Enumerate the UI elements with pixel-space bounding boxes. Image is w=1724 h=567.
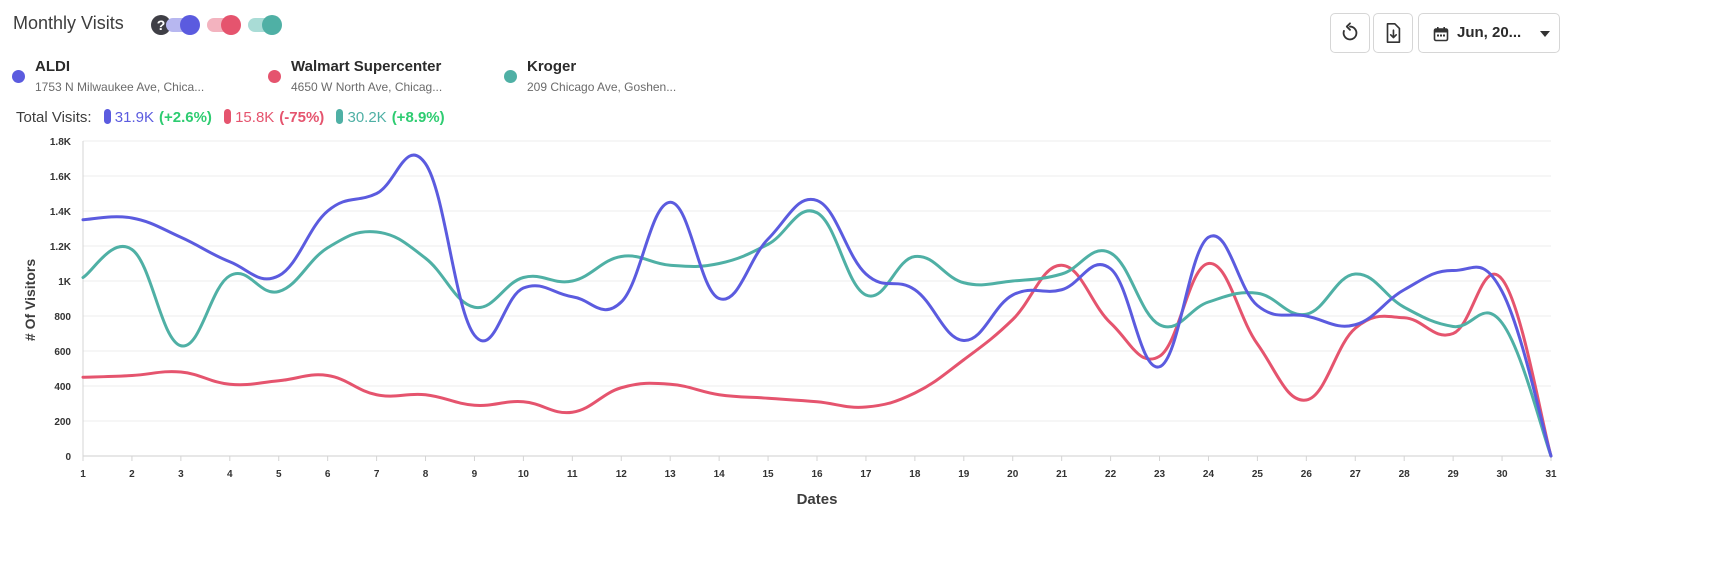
location-name: ALDI bbox=[35, 58, 70, 75]
y-tick-label: 200 bbox=[54, 417, 71, 428]
chart-title: Monthly Visits bbox=[13, 13, 124, 33]
download-button[interactable] bbox=[1373, 13, 1413, 53]
x-tick-label: 4 bbox=[227, 469, 233, 480]
total-value-walmart: 15.8K bbox=[235, 109, 275, 126]
caret-down-icon bbox=[1540, 31, 1550, 37]
x-tick-label: 18 bbox=[909, 469, 921, 480]
y-axis-ticks: 0 200 400 600 800 1K 1.2K 1.4K 1.6K 1.8K bbox=[50, 137, 72, 463]
x-axis-ticks: 1 2 3 4 5 6 7 8 9 10 11 12 13 14 15 16 17 18 19 20 21 22 23 24 2… bbox=[80, 456, 1557, 480]
x-tick-label: 28 bbox=[1399, 469, 1411, 480]
x-tick-label: 23 bbox=[1154, 469, 1166, 480]
toggle-knob bbox=[221, 15, 241, 35]
location-address: 209 Chicago Ave, Goshen... bbox=[527, 80, 677, 94]
y-tick-label: 1K bbox=[58, 277, 72, 288]
x-tick-label: 1 bbox=[80, 469, 86, 480]
x-tick-label: 19 bbox=[958, 469, 970, 480]
x-tick-label: 9 bbox=[472, 469, 478, 480]
y-tick-label: 1.6K bbox=[50, 172, 72, 183]
series-line-aldi bbox=[81, 153, 1553, 458]
y-tick-label: 1.8K bbox=[50, 137, 72, 148]
legend-dot bbox=[268, 70, 281, 83]
y-tick-label: 800 bbox=[54, 312, 71, 323]
refresh-icon bbox=[1342, 22, 1358, 41]
x-tick-label: 13 bbox=[665, 469, 677, 480]
calendar-icon bbox=[1433, 27, 1449, 42]
legend-dot bbox=[504, 70, 517, 83]
x-tick-label: 8 bbox=[423, 469, 429, 480]
x-tick-label: 29 bbox=[1448, 469, 1460, 480]
toggle-knob bbox=[180, 15, 200, 35]
toggle-walmart[interactable] bbox=[207, 15, 241, 35]
x-tick-label: 17 bbox=[860, 469, 872, 480]
x-tick-label: 27 bbox=[1350, 469, 1362, 480]
x-tick-label: 22 bbox=[1105, 469, 1117, 480]
x-tick-label: 7 bbox=[374, 469, 380, 480]
series-pill-walmart bbox=[224, 109, 232, 124]
toggle-kroger[interactable] bbox=[248, 15, 282, 35]
x-tick-label: 6 bbox=[325, 469, 331, 480]
x-tick-label: 31 bbox=[1545, 469, 1557, 480]
date-range-dropdown[interactable]: Jun, 20... bbox=[1418, 13, 1560, 53]
x-tick-label: 12 bbox=[616, 469, 628, 480]
y-tick-label: 0 bbox=[65, 452, 71, 463]
series-line-kroger bbox=[81, 209, 1553, 458]
toggle-aldi[interactable] bbox=[166, 15, 200, 35]
total-change-kroger: (+8.9%) bbox=[391, 109, 445, 126]
x-tick-label: 24 bbox=[1203, 469, 1215, 480]
total-value-kroger: 30.2K bbox=[347, 109, 387, 126]
question-circle-icon[interactable]: ? bbox=[151, 15, 171, 35]
toggle-knob bbox=[262, 15, 282, 35]
series-pill-aldi bbox=[103, 109, 111, 124]
date-range-label: Jun, 20... bbox=[1457, 24, 1522, 41]
y-tick-label: 400 bbox=[54, 382, 71, 393]
x-tick-label: 5 bbox=[276, 469, 282, 480]
x-tick-label: 25 bbox=[1252, 469, 1264, 480]
location-name: Walmart Supercenter bbox=[291, 58, 442, 75]
legend-dot bbox=[12, 70, 25, 83]
file-download-icon bbox=[1386, 23, 1401, 43]
y-tick-label: 600 bbox=[54, 347, 71, 358]
y-tick-label: 1.4K bbox=[50, 207, 72, 218]
x-tick-label: 21 bbox=[1056, 469, 1068, 480]
x-tick-label: 14 bbox=[714, 469, 726, 480]
series-lines bbox=[81, 153, 1553, 458]
y-axis-label: # Of Visitors bbox=[22, 259, 38, 341]
x-tick-label: 16 bbox=[811, 469, 823, 480]
total-change-aldi: (+2.6%) bbox=[158, 109, 212, 126]
total-visits: Total Visits: 31.9K (+2.6%) 15.8K (-75%) 3… bbox=[16, 109, 445, 126]
x-tick-label: 3 bbox=[178, 469, 184, 480]
total-visits-label: Total Visits: bbox=[16, 109, 92, 126]
x-tick-label: 10 bbox=[518, 469, 530, 480]
x-tick-label: 26 bbox=[1301, 469, 1313, 480]
series-pill-kroger bbox=[336, 109, 344, 124]
x-axis-label: Dates bbox=[797, 491, 838, 508]
y-tick-label: 1.2K bbox=[50, 242, 72, 253]
x-tick-label: 15 bbox=[763, 469, 775, 480]
grid-lines bbox=[82, 140, 1551, 457]
location-address: 4650 W North Ave, Chicag... bbox=[291, 80, 443, 94]
x-tick-label: 30 bbox=[1497, 469, 1509, 480]
series-line-walmart bbox=[81, 262, 1553, 458]
x-tick-label: 20 bbox=[1007, 469, 1019, 480]
total-change-walmart: (-75%) bbox=[279, 109, 325, 126]
location-address: 1753 N Milwaukee Ave, Chica... bbox=[35, 80, 205, 94]
total-value-aldi: 31.9K bbox=[114, 109, 154, 126]
x-tick-label: 2 bbox=[129, 469, 135, 480]
x-tick-label: 11 bbox=[567, 469, 578, 480]
location-name: Kroger bbox=[527, 58, 577, 75]
reset-button[interactable] bbox=[1330, 13, 1370, 53]
